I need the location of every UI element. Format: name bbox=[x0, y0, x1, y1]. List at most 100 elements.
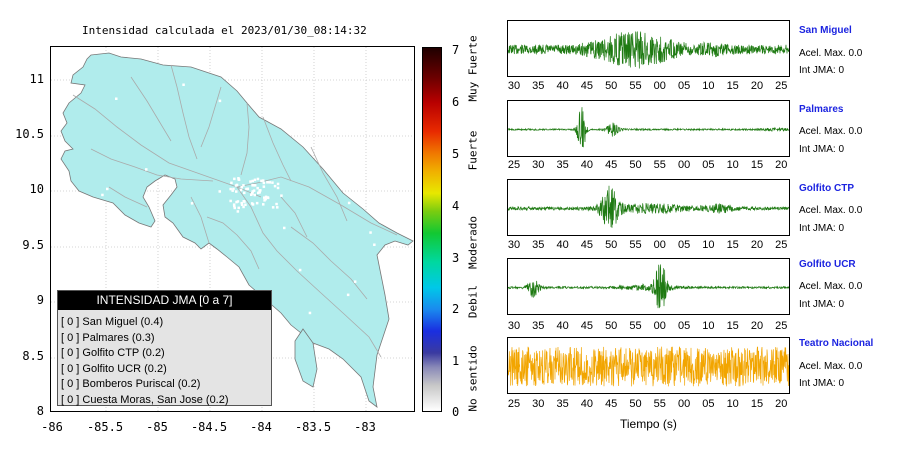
y-tick: 8 bbox=[36, 404, 44, 418]
waveform-time-axis: 30 35 40 45 50 55 00 05 10 15 20 25 bbox=[507, 80, 790, 94]
station-dot bbox=[233, 177, 236, 181]
waveform-panel-golfito-ctp[interactable] bbox=[507, 179, 790, 236]
time-tick: 25 bbox=[507, 398, 521, 410]
colorbar-tick: 1 bbox=[452, 354, 460, 368]
waveform-panel-palmares[interactable] bbox=[507, 100, 790, 157]
time-tick: 25 bbox=[775, 239, 788, 251]
waveform-panel-san-miguel[interactable] bbox=[507, 20, 790, 77]
station-dot bbox=[262, 181, 266, 185]
station-dot bbox=[276, 206, 279, 209]
station-dot bbox=[253, 193, 256, 197]
time-tick: 05 bbox=[702, 159, 715, 171]
time-tick: 30 bbox=[507, 320, 521, 332]
time-tick: 10 bbox=[726, 159, 739, 171]
legend-item: [ 0 ] Golfito CTP (0.2) bbox=[61, 347, 165, 360]
x-tick: -83 bbox=[354, 420, 376, 434]
station-dot bbox=[240, 185, 243, 189]
time-tick: 05 bbox=[677, 320, 691, 332]
station-dot bbox=[235, 200, 238, 204]
station-dot bbox=[256, 177, 260, 181]
time-tick: 05 bbox=[677, 80, 691, 92]
station-acel: Acel. Max. 0.0 bbox=[799, 205, 863, 216]
time-tick: 05 bbox=[702, 398, 715, 410]
x-tick: -85.5 bbox=[86, 420, 124, 434]
time-tick: 25 bbox=[507, 159, 521, 171]
station-dot bbox=[235, 287, 238, 291]
y-tick: 11 bbox=[29, 72, 44, 86]
station-dot bbox=[145, 168, 148, 171]
time-tick: 30 bbox=[507, 239, 521, 251]
station-acel: Acel. Max. 0.0 bbox=[799, 126, 863, 137]
time-tick: 15 bbox=[726, 239, 739, 251]
station-dot bbox=[190, 202, 194, 205]
y-tick: 9.5 bbox=[22, 238, 44, 252]
road-network bbox=[72, 64, 398, 358]
station-dot bbox=[101, 193, 104, 197]
station-dot bbox=[233, 206, 236, 210]
time-tick: 45 bbox=[605, 398, 618, 410]
waveform-panel-teatro-nacional[interactable] bbox=[507, 337, 790, 394]
station-dot bbox=[262, 185, 266, 188]
time-tick: 00 bbox=[677, 398, 691, 410]
time-tick: 45 bbox=[580, 320, 594, 332]
station-dot bbox=[242, 200, 245, 203]
station-dot bbox=[275, 325, 278, 329]
station-dot bbox=[273, 184, 277, 188]
station-dot bbox=[373, 243, 376, 246]
time-tick: 15 bbox=[750, 159, 764, 171]
time-tick: 50 bbox=[605, 239, 618, 251]
station-int: Int JMA: 0 bbox=[799, 144, 845, 155]
colorbar-label: Muy Fuerte bbox=[466, 35, 480, 102]
station-dot bbox=[233, 204, 236, 208]
time-tick: 50 bbox=[605, 80, 618, 92]
time-tick: 40 bbox=[580, 398, 594, 410]
station-dot bbox=[235, 183, 239, 187]
legend-item: [ 0 ] Bomberos Puriscal (0.2) bbox=[61, 378, 201, 391]
time-tick: 55 bbox=[653, 398, 666, 410]
station-dot bbox=[245, 187, 248, 191]
time-tick: 30 bbox=[532, 159, 545, 171]
station-dot bbox=[251, 179, 254, 183]
station-dot bbox=[230, 181, 233, 185]
time-tick: 50 bbox=[605, 320, 618, 332]
colorbar-tick: 7 bbox=[452, 43, 460, 57]
time-tick: 45 bbox=[580, 239, 594, 251]
waveform-trace bbox=[508, 264, 789, 309]
station-dot bbox=[276, 186, 280, 190]
station-dot bbox=[149, 235, 152, 238]
station-dot bbox=[240, 201, 243, 205]
time-tick: 00 bbox=[653, 239, 666, 251]
station-dot bbox=[264, 197, 267, 201]
waveform-time-axis: 30 35 40 45 50 55 00 05 10 15 20 25 bbox=[507, 320, 790, 334]
intensity-colorbar bbox=[422, 47, 442, 412]
y-tick: 10 bbox=[29, 182, 44, 196]
station-dot bbox=[287, 127, 290, 131]
time-tick: 55 bbox=[653, 159, 666, 171]
time-tick: 55 bbox=[629, 320, 642, 332]
station-dot bbox=[235, 190, 238, 193]
station-dot bbox=[271, 206, 275, 209]
station-dot bbox=[271, 181, 274, 184]
station-dot bbox=[308, 311, 312, 315]
x-tick: -85 bbox=[146, 420, 168, 434]
time-tick: 15 bbox=[726, 80, 739, 92]
time-tick: 00 bbox=[677, 159, 691, 171]
time-tick: 20 bbox=[775, 398, 788, 410]
station-dot bbox=[280, 194, 283, 197]
waveform-panel-golfito-ucr[interactable] bbox=[507, 258, 790, 315]
time-tick: 00 bbox=[653, 320, 666, 332]
station-dot bbox=[168, 184, 172, 188]
station-int: Int JMA: 0 bbox=[799, 299, 845, 310]
station-dot bbox=[236, 210, 240, 213]
station-dot bbox=[229, 199, 232, 203]
station-dot bbox=[353, 280, 357, 283]
station-dot bbox=[263, 196, 266, 199]
colorbar-tick: 3 bbox=[452, 251, 460, 265]
colorbar-tick: 4 bbox=[452, 199, 460, 213]
station-dot bbox=[99, 257, 103, 260]
station-dot bbox=[242, 205, 245, 209]
station-dot bbox=[283, 226, 286, 230]
station-dot bbox=[242, 184, 245, 187]
station-int: Int JMA: 0 bbox=[799, 378, 845, 389]
time-tick: 25 bbox=[775, 320, 788, 332]
